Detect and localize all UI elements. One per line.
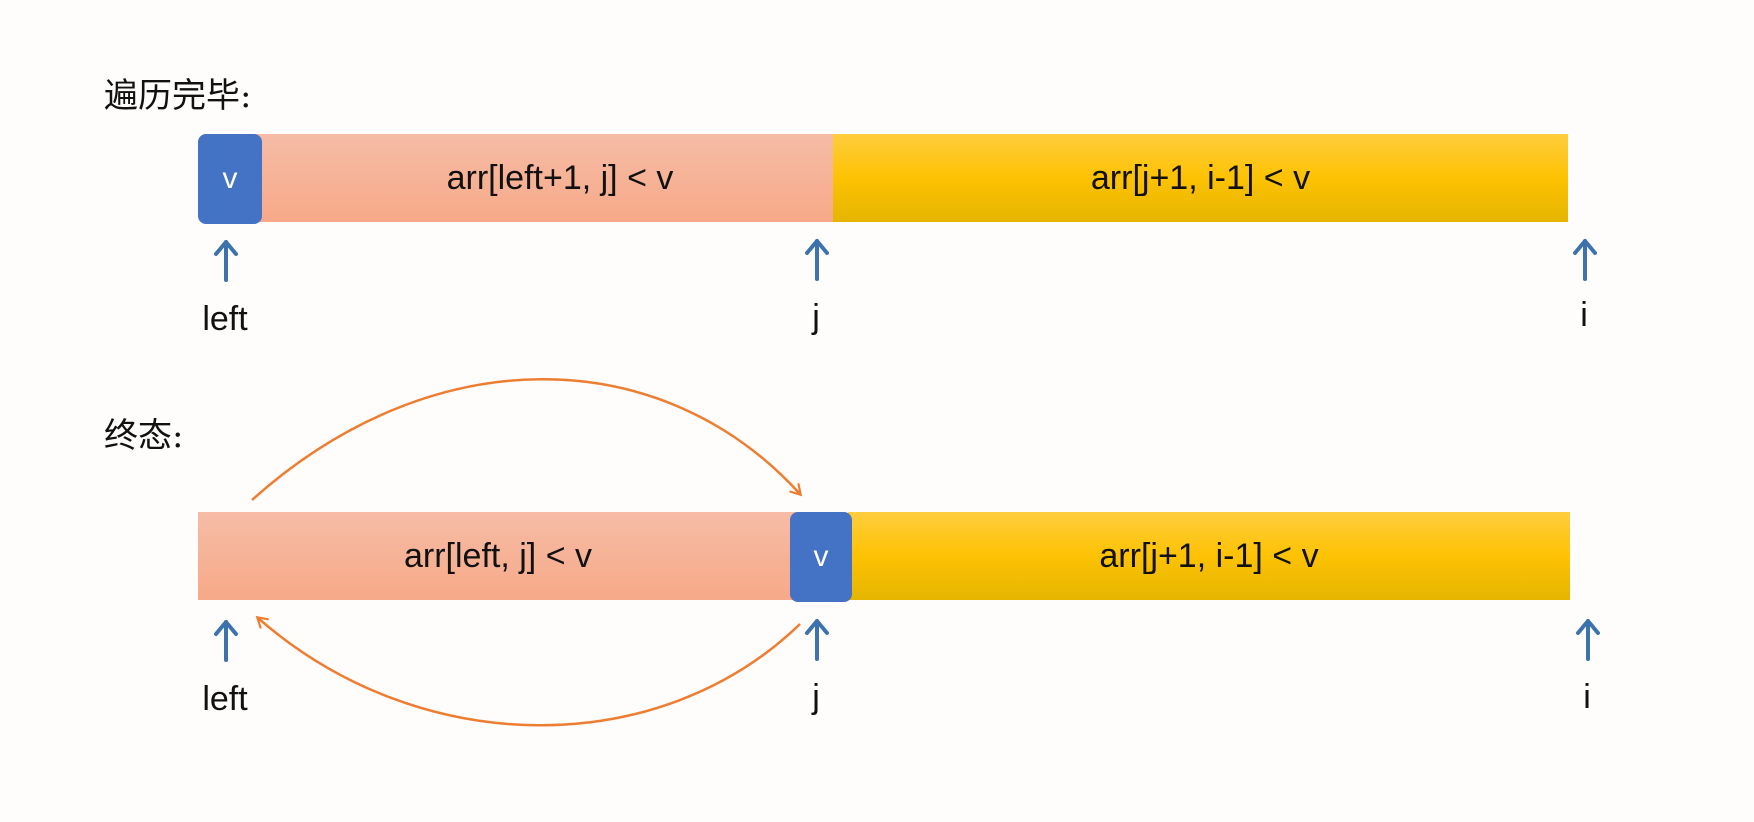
swap-arrow-lower-icon bbox=[255, 615, 801, 727]
bottom-left-pointer-arrow-icon bbox=[214, 620, 238, 662]
top-left-pointer-arrow-icon bbox=[214, 240, 238, 282]
bottom-left-pointer-label: left bbox=[202, 680, 248, 718]
top-less-segment: arr[left+1, j] < v bbox=[255, 134, 835, 222]
swap-arrow-upper-icon bbox=[251, 378, 803, 501]
top-j-pointer-label: j bbox=[812, 298, 820, 336]
bottom-i-pointer-arrow-icon bbox=[1576, 619, 1600, 661]
top-greater-segment-label: arr[j+1, i-1] < v bbox=[1090, 158, 1311, 197]
top-i-pointer-arrow-icon bbox=[1573, 239, 1597, 281]
top-pivot-label: v bbox=[222, 162, 238, 195]
bottom-pivot-cell: v bbox=[790, 512, 852, 602]
top-j-pointer-arrow-icon bbox=[805, 239, 829, 281]
bottom-j-pointer-label: j bbox=[812, 678, 820, 716]
bottom-greater-segment: arr[j+1, i-1] < v bbox=[848, 512, 1570, 600]
top-greater-segment: arr[j+1, i-1] < v bbox=[833, 134, 1568, 222]
bottom-section-title: 终态: bbox=[104, 416, 184, 456]
top-left-pointer-label: left bbox=[202, 300, 248, 338]
top-pivot-cell: v bbox=[198, 134, 262, 224]
bottom-greater-segment-label: arr[j+1, i-1] < v bbox=[1099, 536, 1319, 575]
bottom-j-pointer-arrow-icon bbox=[805, 619, 829, 661]
bottom-less-segment-label: arr[left, j] < v bbox=[404, 536, 592, 575]
bottom-less-segment: arr[left, j] < v bbox=[198, 512, 798, 600]
top-i-pointer-label: i bbox=[1580, 296, 1588, 334]
bottom-i-pointer-label: i bbox=[1583, 678, 1591, 716]
top-less-segment-label: arr[left+1, j] < v bbox=[446, 158, 674, 197]
top-section-title: 遍历完毕: bbox=[104, 76, 252, 116]
bottom-pivot-label: v bbox=[813, 540, 829, 573]
